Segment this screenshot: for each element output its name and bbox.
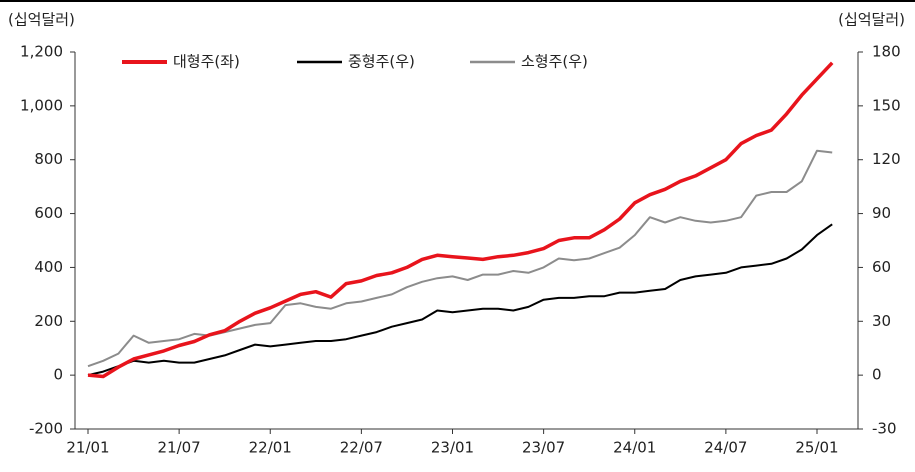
y2-tick-label: 60 (872, 258, 891, 276)
y-tick-label: 600 (34, 204, 63, 222)
y-axis-label: (십억달러) (8, 11, 75, 29)
series-line (87, 223, 833, 377)
y-tick-label: 400 (34, 258, 63, 276)
y2-tick-label: 120 (872, 150, 901, 168)
y-tick-label: 1,000 (20, 96, 63, 114)
y2-axis-label: (십억달러) (838, 11, 905, 29)
x-tick-label: 22/07 (340, 439, 383, 457)
x-tick-label: 22/01 (249, 439, 292, 457)
y2-tick-label: 90 (872, 204, 891, 222)
legend-label: 대형주(좌) (173, 53, 240, 71)
x-tick-label: 23/07 (522, 439, 565, 457)
x-tick-label: 21/01 (66, 439, 109, 457)
y-tick-label: 0 (53, 366, 63, 384)
x-tick-label: 24/01 (613, 439, 656, 457)
x-tick-label: 25/01 (795, 439, 838, 457)
y-tick-label: -200 (29, 420, 63, 438)
y-tick-label: 800 (34, 150, 63, 168)
y-tick-label: 1,200 (20, 43, 63, 61)
legend-label: 소형주(우) (521, 53, 588, 71)
series-line (87, 61, 834, 379)
y2-tick-label: 150 (872, 96, 901, 114)
x-tick-label: 21/07 (158, 439, 201, 457)
y2-tick-label: 180 (872, 43, 901, 61)
x-tick-label: 24/07 (704, 439, 747, 457)
legend-label: 중형주(우) (348, 53, 415, 71)
y-tick-label: 200 (34, 312, 63, 330)
y2-tick-label: 30 (872, 312, 891, 330)
y2-tick-label: -30 (872, 420, 897, 438)
y2-tick-label: 0 (872, 366, 882, 384)
x-tick-label: 23/01 (431, 439, 474, 457)
